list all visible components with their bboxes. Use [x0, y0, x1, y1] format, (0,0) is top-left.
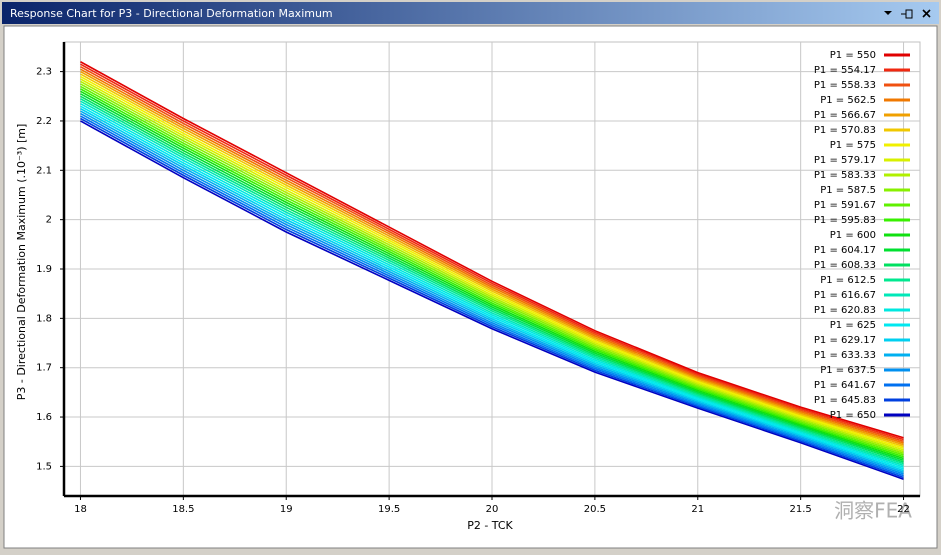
legend-label: P1 = 575 [830, 140, 876, 151]
legend-label: P1 = 550 [830, 50, 876, 61]
legend-label: P1 = 616.67 [814, 290, 876, 301]
legend-label: P1 = 562.5 [820, 95, 876, 106]
y-tick-label: 2.1 [36, 165, 52, 176]
series-line [80, 85, 904, 456]
series-line [80, 100, 904, 467]
legend-label: P1 = 608.33 [814, 260, 876, 271]
y-tick-label: 1.9 [36, 264, 52, 275]
legend-label: P1 = 620.83 [814, 305, 876, 316]
x-tick-label: 18 [74, 504, 87, 515]
legend-label: P1 = 554.17 [814, 65, 876, 76]
legend-label: P1 = 612.5 [820, 275, 876, 286]
x-tick-label: 19 [280, 504, 293, 515]
y-tick-label: 2.3 [36, 67, 52, 78]
pin-button[interactable] [901, 9, 913, 19]
series-line [80, 115, 904, 477]
series-line [80, 83, 904, 455]
y-tick-label: 1.7 [36, 363, 52, 374]
series-line [80, 102, 904, 468]
y-axis-label: P3 - Directional Deformation Maximum (.1… [15, 124, 28, 401]
close-button[interactable] [922, 9, 931, 18]
menu-button[interactable] [884, 11, 892, 15]
series-line [80, 65, 904, 442]
legend-label: P1 = 625 [830, 320, 876, 331]
x-axis-label: P2 - TCK [467, 519, 513, 532]
series-line [80, 73, 904, 448]
y-tick-label: 1.6 [36, 412, 52, 423]
series-line [80, 88, 904, 458]
legend-label: P1 = 637.5 [820, 365, 876, 376]
x-tick-label: 21 [691, 504, 704, 515]
legend-label: P1 = 645.83 [814, 395, 876, 406]
watermark: 洞察FEA [834, 499, 912, 523]
legend-label: P1 = 600 [830, 230, 876, 241]
legend-label: P1 = 641.67 [814, 380, 876, 391]
series-line [80, 70, 904, 446]
series-line [80, 78, 904, 451]
legend-label: P1 = 566.67 [814, 110, 876, 121]
legend-label: P1 = 570.83 [814, 125, 876, 136]
y-tick-label: 2.2 [36, 116, 52, 127]
x-tick-label: 19.5 [378, 504, 400, 515]
series-line [80, 80, 904, 453]
y-tick-label: 1.5 [36, 461, 52, 472]
x-tick-label: 22 [897, 504, 910, 515]
legend-label: P1 = 629.17 [814, 335, 876, 346]
legend-label: P1 = 650 [830, 410, 876, 421]
x-tick-label: 18.5 [172, 504, 194, 515]
legend-label: P1 = 633.33 [814, 350, 876, 361]
x-tick-label: 20.5 [584, 504, 606, 515]
series-line [80, 75, 904, 449]
legend-label: P1 = 595.83 [814, 215, 876, 226]
series-line [80, 117, 904, 479]
series-line [80, 110, 904, 474]
legend-label: P1 = 558.33 [814, 80, 876, 91]
y-tick-label: 2 [46, 215, 52, 226]
series-line [80, 107, 904, 472]
series-line [80, 112, 904, 475]
legend-label: P1 = 604.17 [814, 245, 876, 256]
y-tick-label: 1.8 [36, 313, 52, 324]
x-tick-label: 20 [486, 504, 499, 515]
legend-label: P1 = 587.5 [820, 185, 876, 196]
window-title: Response Chart for P3 - Directional Defo… [10, 7, 333, 20]
title-bar [2, 2, 939, 24]
legend-label: P1 = 591.67 [814, 200, 876, 211]
series-line [80, 95, 904, 463]
series-line [80, 68, 904, 444]
legend-label: P1 = 583.33 [814, 170, 876, 181]
series-line [80, 61, 904, 439]
series-line [80, 63, 904, 441]
series-line [80, 98, 904, 465]
series-line [80, 120, 904, 480]
legend-label: P1 = 579.17 [814, 155, 876, 166]
x-tick-label: 21.5 [790, 504, 812, 515]
series-line [80, 105, 904, 470]
series-line [80, 93, 904, 461]
series-line [80, 90, 904, 460]
